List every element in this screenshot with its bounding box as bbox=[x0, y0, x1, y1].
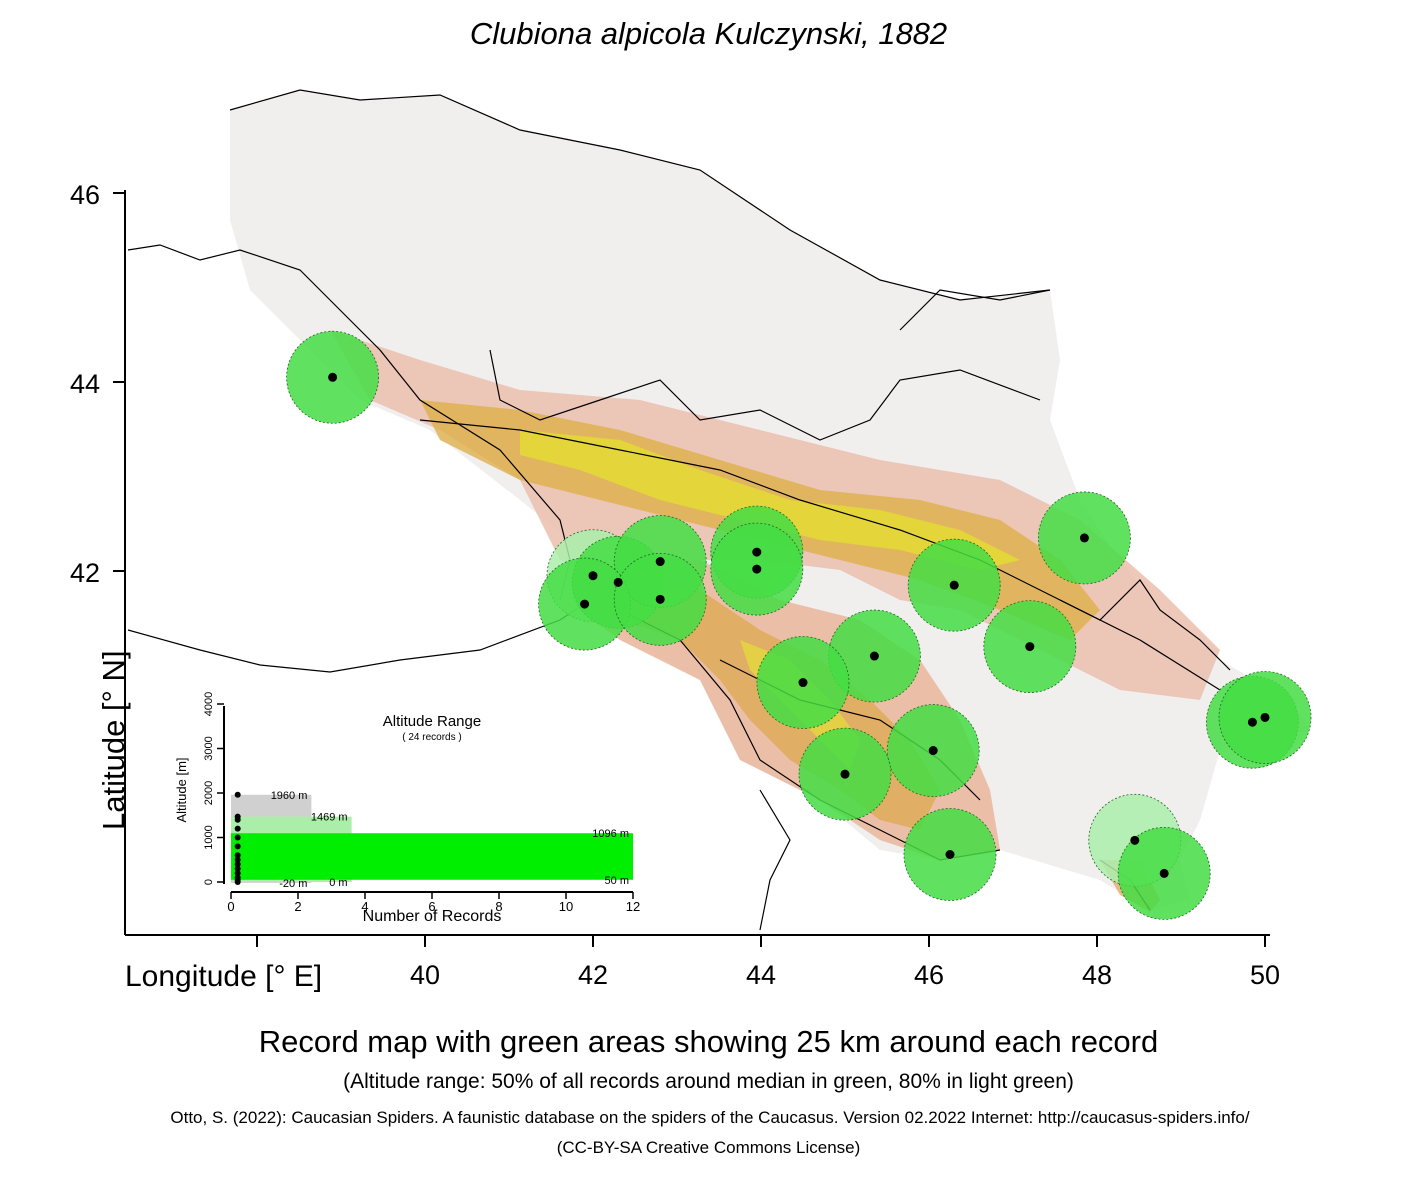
inset-x-tick-label: 6 bbox=[428, 899, 435, 914]
x-tick-label: 40 bbox=[410, 960, 440, 990]
record-point bbox=[655, 557, 665, 567]
map-title: Clubiona alpicola Kulczynski, 1882 bbox=[469, 16, 948, 51]
inset-x-ticks: 0 2 4 6 8 10 12 bbox=[227, 892, 640, 914]
altitude-label: -20 m bbox=[279, 878, 307, 890]
caption-sub: (Altitude range: 50% of all records arou… bbox=[343, 1070, 1074, 1093]
inset-y-ticks: 0 1000 2000 3000 4000 bbox=[203, 692, 224, 885]
record-point bbox=[580, 599, 590, 609]
y-ticks: 46 44 42 bbox=[70, 180, 125, 588]
inset-y-tick-label: 2000 bbox=[203, 781, 215, 805]
inset-y-tick-label: 1000 bbox=[203, 825, 215, 849]
altitude-point bbox=[234, 856, 241, 863]
record-point bbox=[928, 746, 938, 756]
caption-main: Record map with green areas showing 25 k… bbox=[258, 1024, 1159, 1059]
record-point bbox=[1130, 835, 1140, 845]
x-tick-label: 42 bbox=[578, 960, 608, 990]
altitude-point bbox=[234, 843, 241, 850]
inset-title: Altitude Range bbox=[383, 713, 481, 730]
x-tick-label: 48 bbox=[1082, 960, 1112, 990]
inset-x-tick-label: 8 bbox=[495, 899, 502, 914]
altitude-label: 1469 m bbox=[311, 812, 348, 824]
record-points bbox=[328, 372, 1270, 878]
inset-y-tick-label: 3000 bbox=[203, 736, 215, 760]
inset-x-tick-label: 4 bbox=[361, 899, 368, 914]
altitude-range-bar bbox=[231, 833, 633, 880]
inset-x-tick-label: 10 bbox=[559, 899, 573, 914]
altitude-point bbox=[234, 879, 241, 885]
inset-y-tick-label: 4000 bbox=[203, 692, 215, 716]
x-tick-label: 44 bbox=[746, 960, 776, 990]
citation: Otto, S. (2022): Caucasian Spiders. A fa… bbox=[170, 1108, 1250, 1127]
x-tick-label: 50 bbox=[1250, 960, 1280, 990]
altitude-point bbox=[234, 834, 241, 841]
record-point bbox=[1159, 868, 1169, 878]
inset-y-tick-label: 0 bbox=[203, 879, 215, 885]
altitude-inset: Altitude Range ( 24 records ) Altitude [… bbox=[174, 692, 640, 925]
license: (CC-BY-SA Creative Commons License) bbox=[556, 1138, 861, 1157]
inset-x-tick-label: 2 bbox=[294, 899, 301, 914]
record-point bbox=[945, 850, 955, 859]
record-point bbox=[1247, 717, 1257, 727]
record-point bbox=[655, 594, 665, 604]
record-point bbox=[752, 564, 762, 574]
altitude-point bbox=[234, 861, 241, 868]
record-point bbox=[588, 571, 598, 581]
altitude-label: 1096 m bbox=[592, 828, 629, 840]
altitude-point bbox=[234, 870, 241, 877]
altitude-point bbox=[234, 816, 241, 823]
inset-x-tick-label: 12 bbox=[626, 899, 640, 914]
record-point bbox=[613, 577, 623, 587]
record-point bbox=[328, 372, 338, 382]
record-point bbox=[840, 769, 850, 779]
inset-points bbox=[234, 791, 241, 885]
altitude-label: 50 m bbox=[605, 875, 629, 887]
record-point bbox=[869, 651, 879, 661]
record-point bbox=[949, 580, 959, 590]
y-tick-label: 44 bbox=[70, 369, 100, 399]
record-point bbox=[798, 678, 808, 688]
inset-x-tick-label: 0 bbox=[227, 899, 234, 914]
altitude-point bbox=[234, 825, 241, 832]
map-axes bbox=[124, 190, 1270, 936]
altitude-label: 0 m bbox=[329, 877, 347, 889]
record-point bbox=[1260, 712, 1270, 722]
x-ticks: 40 42 44 46 48 50 bbox=[256, 935, 1280, 990]
y-tick-label: 46 bbox=[70, 180, 100, 210]
inset-bars bbox=[231, 794, 633, 883]
altitude-point bbox=[234, 865, 241, 872]
y-tick-label: 42 bbox=[70, 558, 100, 588]
x-axis-label: Longitude [° E] bbox=[125, 960, 323, 993]
inset-x-label: Number of Records bbox=[363, 908, 502, 925]
alpine-zone bbox=[520, 430, 1020, 570]
inset-y-label: Altitude [m] bbox=[174, 757, 189, 822]
y-axis-label: Latitude [° N] bbox=[96, 650, 131, 830]
altitude-label: 1960 m bbox=[271, 790, 308, 802]
record-point bbox=[1025, 642, 1035, 652]
x-tick-label: 46 bbox=[914, 960, 944, 990]
record-point bbox=[1079, 533, 1089, 543]
record-point bbox=[752, 547, 762, 557]
altitude-point bbox=[234, 791, 241, 798]
inset-subtitle: ( 24 records ) bbox=[402, 732, 461, 743]
altitude-point bbox=[234, 852, 241, 859]
